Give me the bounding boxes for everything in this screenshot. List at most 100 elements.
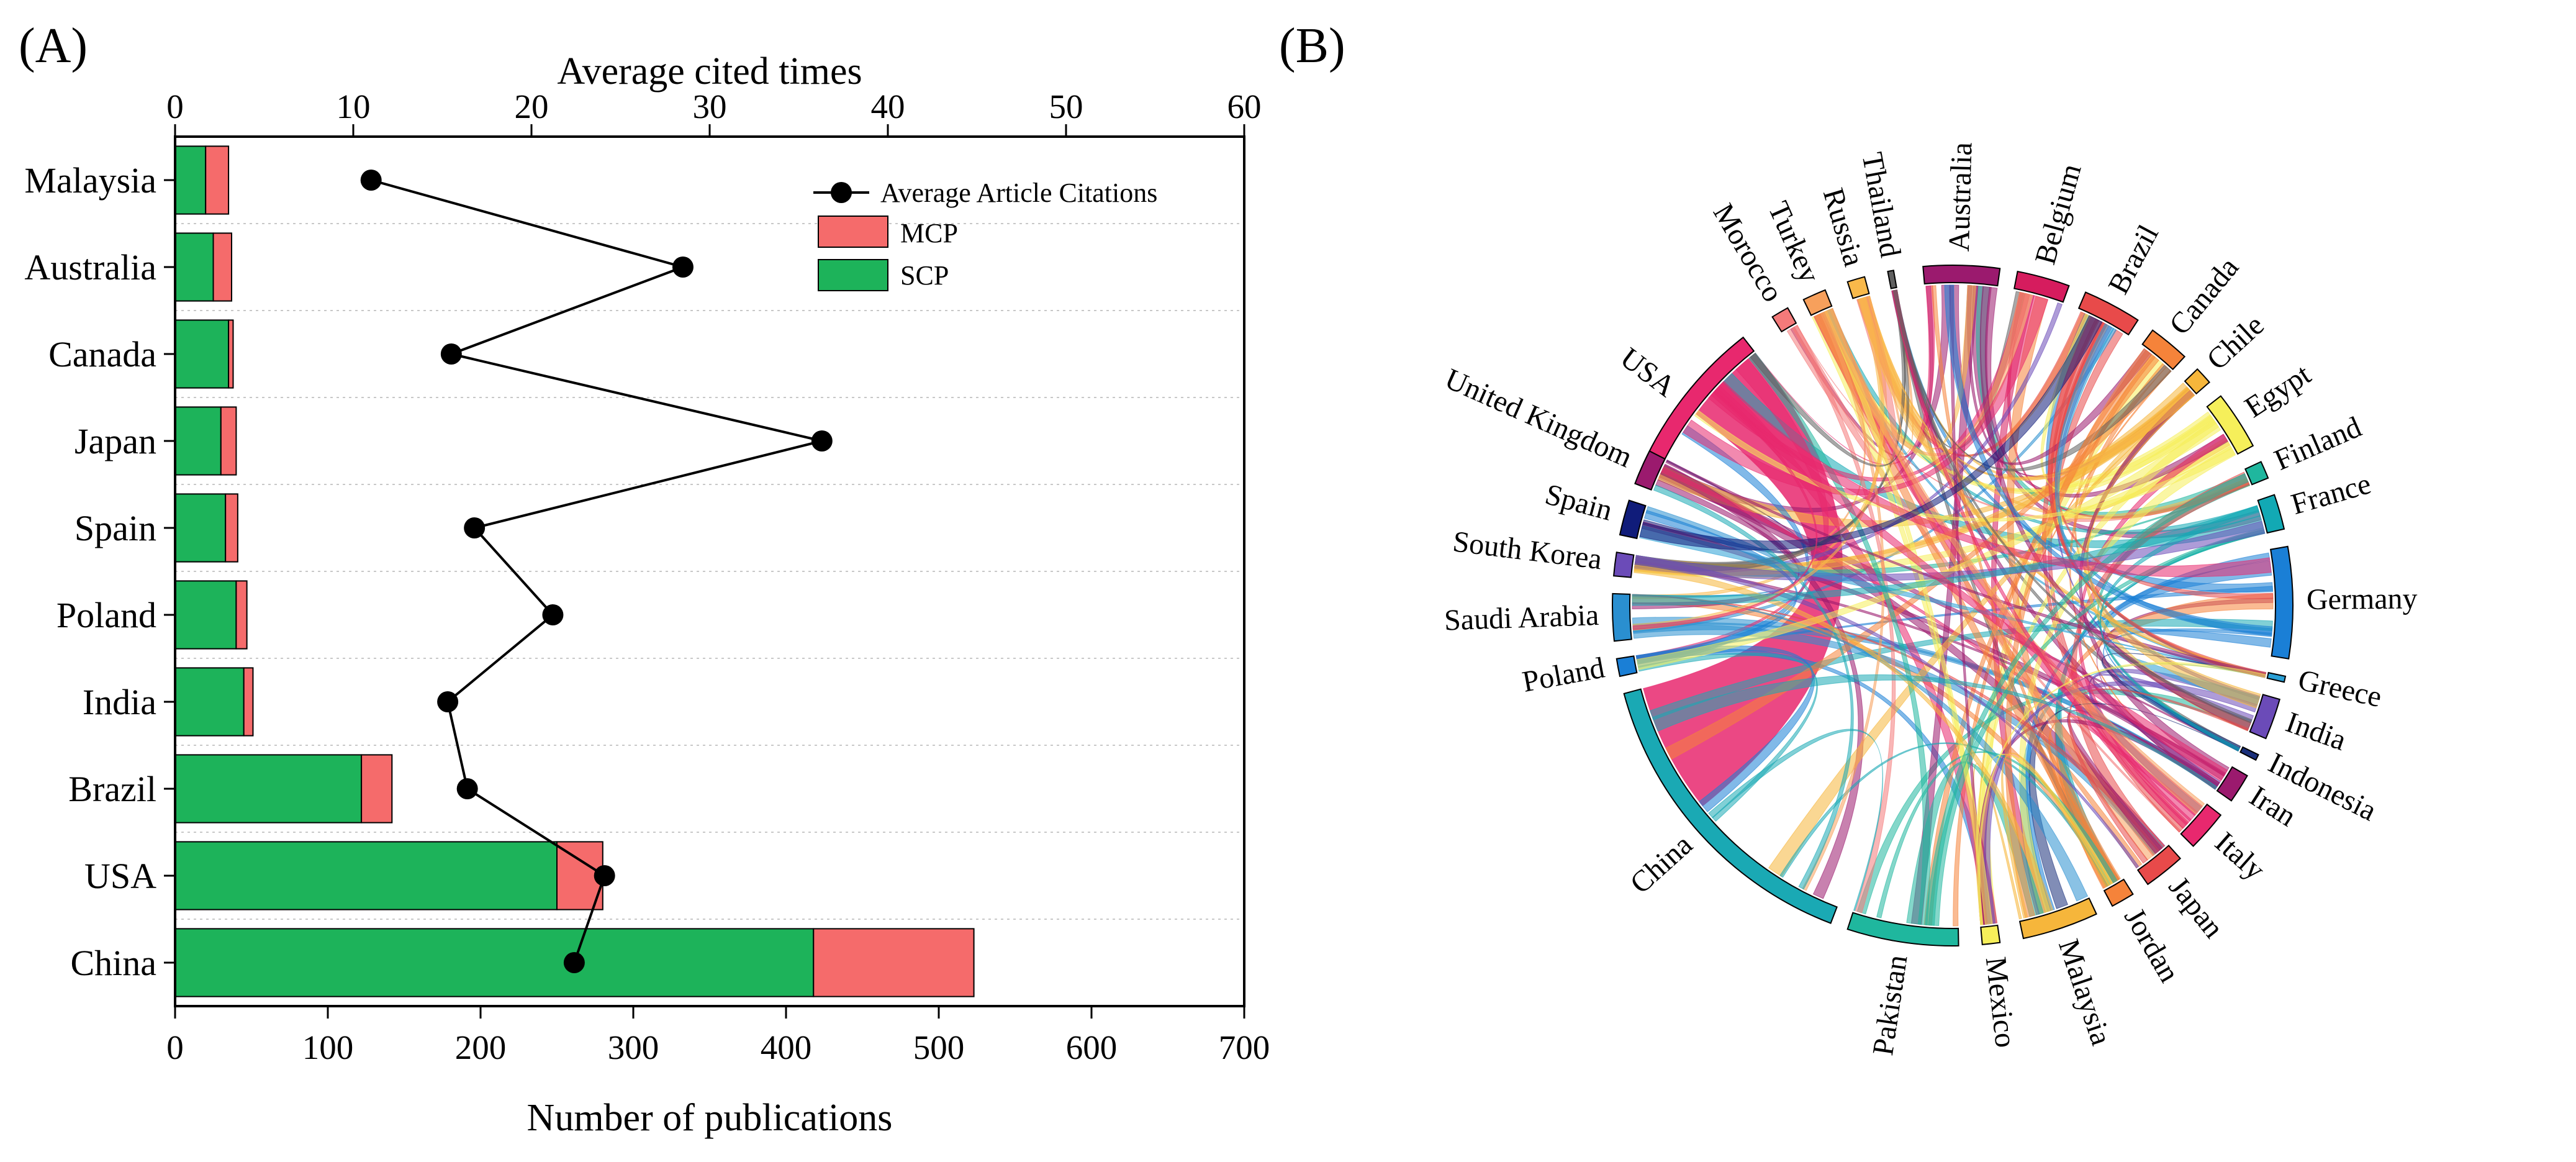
- citation-point-india: [437, 691, 459, 712]
- segment-turkey: [1802, 289, 1833, 316]
- panel-label-b: (B): [1279, 19, 1345, 73]
- legend-label-citations: Average Article Citations: [880, 178, 1157, 208]
- category-label: Spain: [75, 508, 156, 548]
- category-label: Japan: [75, 421, 156, 461]
- segment-china: [1623, 688, 1838, 924]
- ribbon-china: [1708, 729, 1884, 912]
- bar-scp-japan: [174, 406, 222, 476]
- segment-italy: [2180, 803, 2222, 847]
- ribbon-pakistan: [1876, 751, 2118, 919]
- ribbon-morocco: [1792, 325, 1896, 914]
- x-tick-label: 100: [302, 1028, 354, 1066]
- legend-label-mcp: MCP: [900, 218, 958, 248]
- grid-lines: [175, 223, 1244, 920]
- segment-canada: [2141, 329, 2186, 371]
- ribbon-egypt: [1694, 410, 2236, 522]
- citation-point-brazil: [456, 778, 478, 799]
- segment-pakistan: [1846, 912, 1959, 946]
- ribbon-chile: [2087, 394, 2261, 709]
- bar-scp-australia: [174, 232, 214, 302]
- x2-tick-label: 20: [515, 88, 549, 125]
- segment-greece: [2266, 671, 2287, 683]
- category-label: Malaysia: [24, 160, 156, 201]
- ribbon-usa: [1632, 388, 1818, 630]
- segment-poland: [1616, 655, 1638, 678]
- segment-spain: [1619, 499, 1647, 540]
- segment-chile: [2184, 368, 2210, 395]
- ribbon-thailand: [1895, 289, 2172, 471]
- segment-label: France: [2287, 467, 2374, 521]
- ribbon-usa: [1713, 381, 2272, 578]
- ribbon-usa: [1755, 285, 1935, 465]
- segment-belgium: [2013, 270, 2070, 303]
- bar-mcp-japan: [220, 406, 237, 476]
- segment-malaysia: [2018, 897, 2097, 940]
- segment-label: Belgium: [2028, 160, 2087, 268]
- ribbon-south-korea: [1635, 555, 2140, 869]
- x-tick-label: 700: [1219, 1028, 1270, 1066]
- ribbon-italy: [1891, 289, 2189, 829]
- segment-usa: [1636, 336, 1755, 486]
- ribbon-malaysia: [2001, 753, 2110, 919]
- ribbon-france: [2099, 506, 2260, 751]
- ribbon-thailand: [1892, 289, 2253, 724]
- ribbon-egypt: [2040, 313, 2215, 493]
- ribbon-united-kingdom: [1665, 460, 2267, 678]
- category-label: Brazil: [68, 769, 156, 809]
- segment-label: Russia: [1817, 184, 1871, 270]
- segment-egypt: [2206, 395, 2254, 455]
- ribbon-china: [1653, 484, 1854, 890]
- category-label: USA: [84, 856, 156, 896]
- segment-label: Italy: [2208, 825, 2271, 886]
- citation-point-malaysia: [360, 170, 382, 191]
- x2-tick-label: 10: [337, 88, 371, 125]
- category-label: China: [70, 943, 156, 983]
- category-label: India: [83, 682, 156, 722]
- ribbon-china: [1637, 652, 1818, 822]
- bar-scp-brazil: [174, 754, 363, 824]
- axes: Malaysia Australia Canada Japan Spain Poland I…: [24, 88, 1270, 1066]
- segment-united-kingdom: [1634, 450, 1666, 491]
- segment-finland: [2244, 461, 2269, 486]
- ribbon-turkey: [1802, 311, 1885, 891]
- panel-label-a: (A): [19, 19, 88, 73]
- panel-b: (B) USA Morocco Turkey Russia Thailand Austra…: [1279, 0, 2576, 1159]
- x2-tick-label: 30: [693, 88, 727, 125]
- segment-label: Malaysia: [2052, 935, 2118, 1050]
- citation-point-usa: [594, 865, 615, 886]
- bar-scp-malaysia: [174, 145, 207, 215]
- x-tick-label: 200: [455, 1028, 507, 1066]
- citation-point-china: [563, 952, 585, 973]
- segment-south-korea: [1613, 551, 1635, 578]
- citation-point-australia: [672, 256, 694, 278]
- category-label: Poland: [56, 595, 156, 635]
- segment-label: Greece: [2295, 663, 2385, 714]
- x-tick-label: 400: [761, 1028, 812, 1066]
- segment-label: India: [2282, 706, 2351, 757]
- segment-brazil: [2077, 291, 2139, 336]
- x2-tick-label: 40: [871, 88, 905, 125]
- ribbon-saudi-arabia: [1632, 594, 2089, 902]
- bottom-axis-title: Number of publications: [527, 1097, 893, 1139]
- bar-mcp-india: [243, 667, 254, 737]
- x-tick-label: 300: [608, 1028, 659, 1066]
- ribbon-india: [2093, 673, 2254, 788]
- x-tick-label: 0: [166, 1028, 184, 1066]
- segment-label: Germany: [2307, 582, 2418, 616]
- segment-label: China: [1624, 828, 1699, 900]
- segment-australia: [1922, 265, 2001, 287]
- x-tick-label: 500: [913, 1028, 965, 1066]
- segment-label: Poland: [1520, 651, 1607, 698]
- legend: Average Article Citations MCP SCP: [813, 178, 1157, 291]
- category-label: Canada: [48, 334, 156, 374]
- bar-mcp-canada: [228, 319, 234, 389]
- ribbon-malaysia: [1634, 565, 2053, 913]
- citation-point-spain: [464, 517, 486, 538]
- segment-label: Brazil: [2102, 220, 2165, 299]
- segment-label: Chile: [2200, 309, 2270, 376]
- ribbon-russia: [1857, 285, 1976, 450]
- chord-ribbons: [1632, 284, 2274, 927]
- citation-polyline: [371, 179, 823, 963]
- x-tick-label: 600: [1066, 1028, 1118, 1066]
